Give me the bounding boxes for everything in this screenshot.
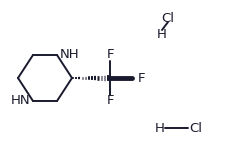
Text: Cl: Cl: [161, 12, 175, 24]
Text: F: F: [106, 95, 114, 107]
Text: H: H: [155, 122, 165, 134]
Text: F: F: [138, 71, 146, 85]
Text: NH: NH: [60, 49, 80, 61]
Text: HN: HN: [10, 95, 30, 107]
Text: F: F: [106, 49, 114, 61]
Text: H: H: [157, 27, 167, 41]
Text: Cl: Cl: [190, 122, 202, 134]
